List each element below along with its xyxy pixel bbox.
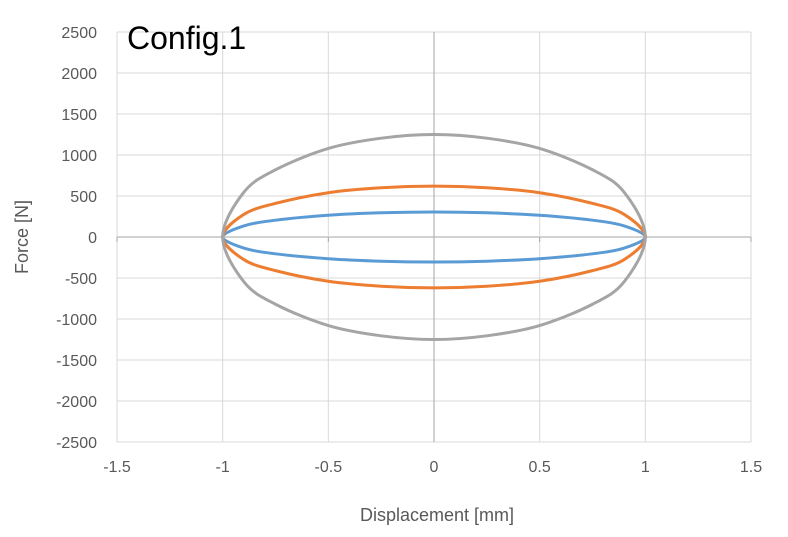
y-tick-label: -1000 bbox=[56, 312, 97, 329]
y-tick-label: -2500 bbox=[56, 435, 97, 452]
x-tick-label: -1.5 bbox=[103, 459, 131, 476]
y-tick-label: -1500 bbox=[56, 353, 97, 370]
y-tick-label: 0 bbox=[88, 230, 97, 247]
x-tick-label: -0.5 bbox=[315, 459, 343, 476]
x-tick-labels: -1.5 -1 -0.5 0 0.5 1 1.5 bbox=[103, 459, 762, 476]
y-tick-labels: 2500 2000 1500 1000 500 0 -500 -1000 -1500 -2000 -… bbox=[56, 25, 97, 452]
x-tick-label: 0.5 bbox=[529, 459, 551, 476]
y-tick-label: -2000 bbox=[56, 394, 97, 411]
y-tick-label: 1000 bbox=[61, 148, 97, 165]
x-axis-title: Displacement [mm] bbox=[360, 505, 514, 525]
x-tick-label: 0 bbox=[430, 459, 439, 476]
x-tick-label: 1.5 bbox=[740, 459, 762, 476]
y-axis-title: Force [N] bbox=[12, 200, 32, 274]
x-tick-label: 1 bbox=[641, 459, 650, 476]
chart-title: Config.1 bbox=[127, 20, 246, 56]
grid-lines bbox=[116, 31, 752, 443]
y-tick-label: 2500 bbox=[61, 25, 97, 42]
y-tick-label: 500 bbox=[70, 189, 97, 206]
series-group bbox=[221, 133, 647, 341]
y-tick-label: 2000 bbox=[61, 66, 97, 83]
series-line-3 bbox=[221, 133, 647, 341]
y-tick-label: 1500 bbox=[61, 107, 97, 124]
y-tick-label: -500 bbox=[65, 271, 97, 288]
x-tick-label: -1 bbox=[216, 459, 230, 476]
